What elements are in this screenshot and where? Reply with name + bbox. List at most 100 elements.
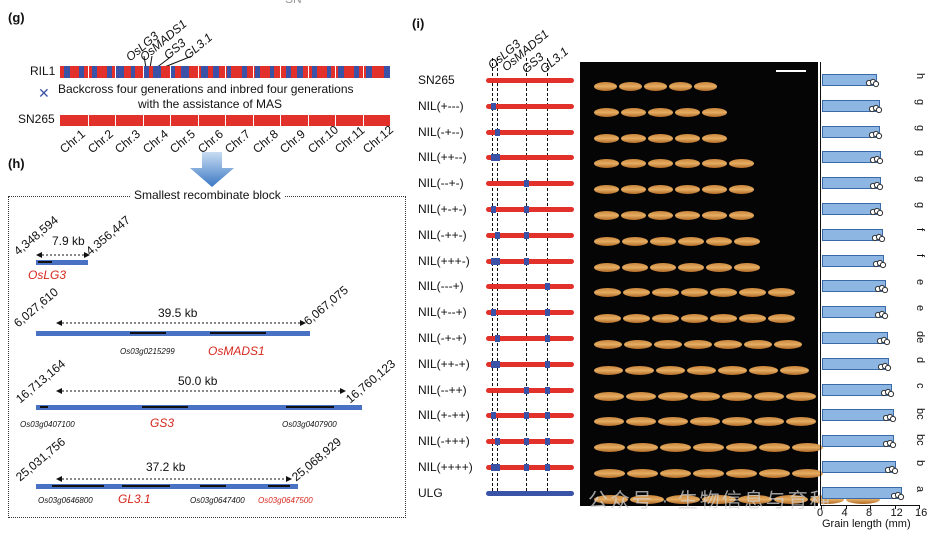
significance-letter: bc xyxy=(914,434,926,446)
rice-grain xyxy=(624,340,652,349)
data-points xyxy=(883,436,897,449)
ril1-segment xyxy=(312,66,317,78)
rice-grain xyxy=(780,365,809,375)
ril1-segment xyxy=(131,66,135,78)
ril1-segment xyxy=(331,66,338,78)
chr-divider xyxy=(142,66,144,78)
significance-letter: e xyxy=(914,305,926,312)
rice-grain xyxy=(754,391,784,401)
rice-grain xyxy=(702,159,727,169)
gs3-gene-c xyxy=(286,406,334,408)
chromosome-label: Chr.9 xyxy=(277,126,308,156)
rice-grain xyxy=(627,469,658,478)
significance-letter: e xyxy=(914,279,926,286)
top-cut-text: SN xyxy=(285,0,302,6)
chr-divider xyxy=(170,66,171,78)
rice-grain xyxy=(625,365,654,375)
rice-grain xyxy=(660,469,691,478)
row-label: NIL(+-+-) xyxy=(418,202,467,216)
chromosome-label: Chr.3 xyxy=(112,126,143,156)
row-label: NIL(++-+) xyxy=(418,356,470,371)
rice-grain xyxy=(594,417,624,427)
grain-photo xyxy=(580,62,880,506)
rice-grain xyxy=(734,262,760,272)
rice-grain xyxy=(622,236,648,246)
donor-allele-marker xyxy=(524,386,529,394)
donor-allele-marker xyxy=(524,206,529,213)
ril1-segment xyxy=(384,66,390,78)
rice-grain xyxy=(706,262,732,272)
rice-grain xyxy=(621,211,646,220)
rice-grain xyxy=(650,236,676,246)
osmads1-gene-id: Os03g0215299 xyxy=(120,347,175,356)
gs3-name: GS3 xyxy=(150,416,175,430)
ril1-segment xyxy=(153,66,161,78)
genotype-bar xyxy=(486,78,574,83)
ril1-segment xyxy=(144,66,149,78)
significance-letter: g xyxy=(914,202,926,209)
row-label: NIL(+++-) xyxy=(418,253,470,268)
gl3-1-gene-c xyxy=(200,485,226,487)
rice-grain xyxy=(726,469,757,478)
genotype-bar xyxy=(486,413,574,419)
donor-allele-marker xyxy=(495,257,500,265)
rice-grain xyxy=(594,288,621,298)
genotype-bar xyxy=(486,465,574,470)
rice-grain xyxy=(621,133,646,143)
genotype-bar xyxy=(486,336,574,341)
watermark: 公众号 · 生物信息与育种 xyxy=(588,490,832,512)
block-title: Smallest recombinate block xyxy=(130,188,285,202)
ril1-segment xyxy=(124,66,131,78)
rice-grain xyxy=(619,82,642,91)
rice-grain xyxy=(810,494,844,504)
rice-grain xyxy=(792,469,823,478)
down-arrow-icon xyxy=(190,152,234,187)
chr-divider xyxy=(362,66,364,78)
oslg3-gene-arrow xyxy=(38,261,52,263)
rice-grain xyxy=(658,417,688,427)
donor-allele-marker xyxy=(491,412,496,420)
donor-allele-marker xyxy=(545,335,550,342)
significance-letter: g xyxy=(914,98,926,105)
rice-grain xyxy=(623,288,650,298)
donor-allele-marker xyxy=(491,309,496,317)
donor-allele-marker xyxy=(524,180,529,188)
donor-allele-marker xyxy=(524,412,529,420)
row-label: ULG xyxy=(418,485,443,500)
grain-length-bar xyxy=(822,254,884,267)
donor-allele-marker xyxy=(545,412,550,420)
rice-grain xyxy=(594,469,625,478)
ril1-segment xyxy=(64,66,70,78)
ril1-chromosome-bar xyxy=(60,66,390,78)
gl3-1-gene-d xyxy=(268,485,290,487)
rice-grain xyxy=(627,443,658,453)
rice-grain xyxy=(648,159,673,169)
rice-grain xyxy=(786,417,816,427)
data-points xyxy=(885,462,899,475)
sn265-chromosome-bar xyxy=(60,115,390,126)
rice-grain xyxy=(759,443,790,453)
rice-grain xyxy=(594,236,620,246)
locus-line-osmads1 xyxy=(497,58,498,496)
grain-length-bar xyxy=(822,228,884,241)
chr-divider xyxy=(225,66,226,78)
data-points xyxy=(869,127,883,139)
cross-text-2: with the assistance of MAS xyxy=(138,97,283,111)
donor-allele-marker xyxy=(495,154,500,162)
locus-line-gs3 xyxy=(526,58,527,496)
x-tick-label: 8 xyxy=(866,507,873,519)
rice-grain xyxy=(846,494,880,504)
rice-grain xyxy=(594,314,621,324)
significance-letter: h xyxy=(914,73,926,80)
grain-length-bar xyxy=(822,357,890,370)
rice-grain xyxy=(749,365,778,375)
ril1-segment xyxy=(372,66,384,78)
x-tick xyxy=(870,505,871,509)
scale-bar xyxy=(776,70,806,72)
data-points xyxy=(872,256,887,268)
x-tick-label: 16 xyxy=(915,507,928,519)
rice-grain xyxy=(594,159,619,169)
ril1-segment xyxy=(97,66,107,78)
x-tick-label: 4 xyxy=(841,507,848,519)
rice-grain xyxy=(658,391,688,401)
